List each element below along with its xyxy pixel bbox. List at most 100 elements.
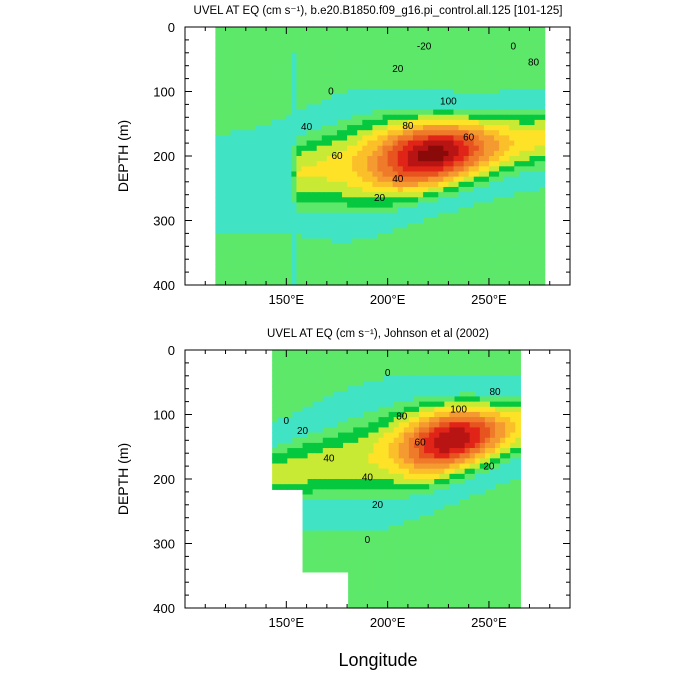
heat-cell [514,130,520,136]
heat-cell [504,63,510,69]
heat-cell [519,228,526,234]
heat-cell [424,494,430,501]
heat-cell [225,259,232,265]
heat-cell [245,166,252,173]
heat-cell [387,279,394,286]
heat-cell [240,248,247,255]
heat-cell [372,228,379,234]
heat-cell [347,171,353,178]
heat-cell [272,386,278,392]
heat-cell [443,243,450,250]
heat-cell [225,94,232,100]
heat-cell [413,360,420,367]
heat-cell [449,453,456,459]
heat-cell [524,254,531,260]
heat-cell [392,37,399,44]
heat-cell [311,47,318,54]
heat-cell [453,140,460,147]
heat-cell [327,520,334,527]
heat-cell [534,104,541,111]
heat-cell [272,473,278,480]
heat-cell [438,125,444,131]
heat-cell [412,47,419,54]
heat-cell [225,78,232,85]
heat-cell [337,546,344,552]
heat-cell [463,217,470,224]
heat-cell [494,217,500,224]
heat-cell [534,223,541,229]
heat-cell [423,192,429,198]
heat-cell [235,259,242,265]
heat-cell [317,551,324,557]
heat-cell [524,202,531,209]
heat-cell [468,63,475,69]
heat-cell [316,207,323,214]
heat-cell [225,171,232,178]
heat-cell [377,248,384,255]
heat-cell [255,32,262,38]
heat-cell [439,571,445,578]
heat-cell [255,207,262,214]
heat-cell [488,217,495,224]
heat-cell [255,42,262,49]
heat-cell [387,176,394,183]
heat-cell [343,422,349,428]
heat-cell [373,592,380,599]
heat-cell [327,535,334,542]
heat-cell [418,42,424,49]
heat-cell [458,68,465,75]
heat-cell [326,57,333,64]
heat-cell [378,530,385,537]
heat-cell [322,566,329,573]
heat-cell [413,520,420,527]
heat-cell [423,99,429,105]
heat-cell [336,140,343,147]
heat-cell [413,427,420,434]
heat-cell [332,458,339,465]
heat-cell [306,145,313,152]
heat-cell [428,269,434,276]
heat-cell [363,530,369,537]
heat-cell [499,88,505,95]
heat-cell [377,73,384,80]
heat-cell [245,27,252,33]
heat-cell [296,254,303,260]
heat-cell [444,468,451,475]
heat-cell [519,197,526,204]
heat-cell [402,37,409,44]
heat-cell [504,212,510,219]
heat-cell [478,47,485,54]
heat-cell [433,114,439,121]
heat-cell [444,530,451,537]
heat-cell [336,217,343,224]
heat-cell [392,202,399,209]
heat-cell [255,125,262,131]
heat-cell [250,166,257,173]
heat-cell [463,171,470,178]
heat-cell [245,279,252,286]
heat-cell [418,114,424,121]
heat-cell [260,130,267,136]
heat-cell [483,279,490,286]
heat-cell [326,109,333,116]
heat-cell [362,254,368,260]
heat-cell [220,94,227,100]
heat-cell [504,248,510,255]
heat-cell [448,42,455,49]
heat-cell [266,114,272,121]
heat-cell [240,47,247,54]
heat-cell [245,37,252,44]
heat-cell [281,238,287,245]
heat-cell [438,104,444,111]
heat-cell [423,145,429,152]
heat-cell [433,140,439,147]
heat-cell [539,259,546,265]
heat-cell [357,68,363,75]
heat-cell [434,499,440,506]
heat-cell [499,83,505,90]
heat-cell [266,37,272,44]
heat-cell [297,442,304,449]
heat-cell [255,254,262,260]
heat-cell [424,406,430,413]
heat-cell [524,279,531,286]
